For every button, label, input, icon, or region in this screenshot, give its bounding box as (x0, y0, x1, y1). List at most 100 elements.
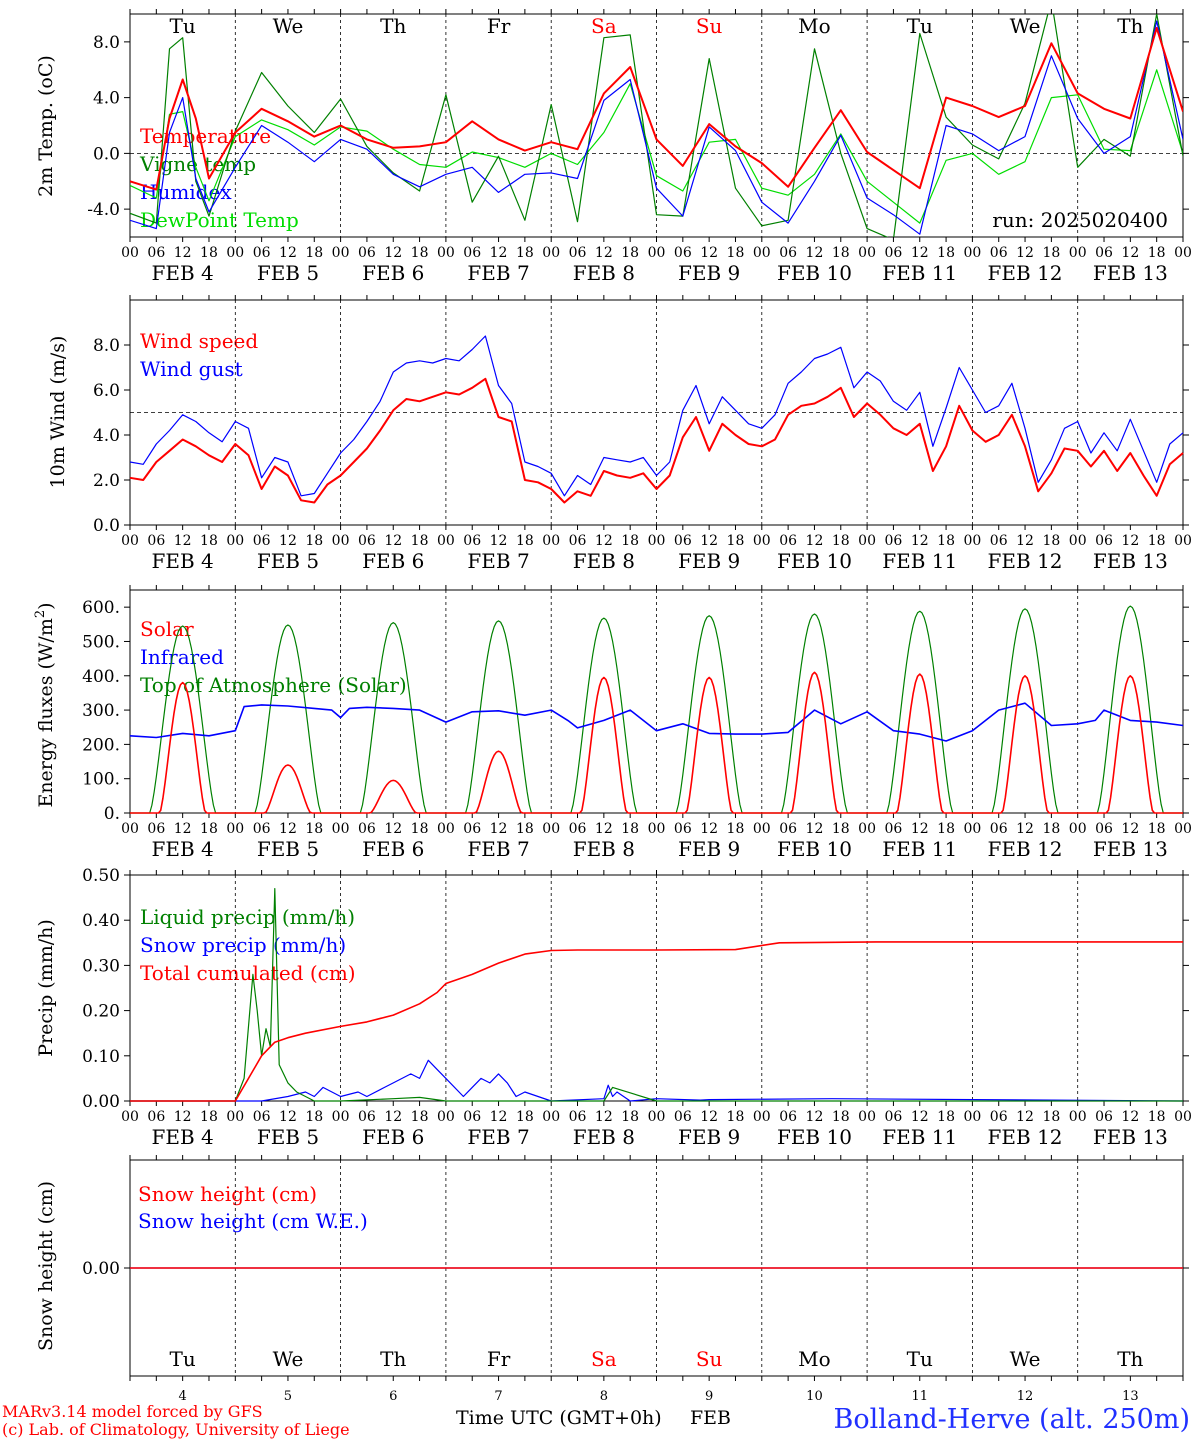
hour-tick-label: 12 (490, 533, 508, 549)
hour-tick-label: 18 (200, 245, 218, 261)
hour-tick-label: 18 (516, 533, 534, 549)
hour-tick-label: 18 (937, 533, 955, 549)
hour-tick-label: 18 (1148, 821, 1166, 837)
hour-tick-label: 12 (806, 1109, 824, 1125)
hour-tick-label: 00 (963, 1109, 981, 1125)
hour-tick-label: 06 (358, 245, 376, 261)
legend-snow-height: Snow height (cm) (138, 1182, 317, 1206)
hour-tick-label: 06 (1095, 245, 1113, 261)
weekday-label: Tu (170, 14, 196, 38)
hour-tick-label: 00 (542, 1109, 560, 1125)
weekday-label: Su (696, 1347, 723, 1371)
hour-tick-label: 12 (595, 821, 613, 837)
day-number-label: 8 (600, 1389, 608, 1404)
hour-tick-label: 06 (885, 533, 903, 549)
date-label: FEB 6 (362, 1125, 424, 1149)
hour-tick-label: 00 (332, 533, 350, 549)
hour-tick-label: 12 (1121, 245, 1139, 261)
y-tick-label: 200. (82, 735, 120, 755)
hour-tick-label: 18 (727, 533, 745, 549)
date-label: FEB 6 (362, 837, 424, 861)
date-label: FEB 12 (988, 1125, 1063, 1149)
date-label: FEB 7 (467, 1125, 529, 1149)
hour-tick-label: 06 (885, 821, 903, 837)
y-tick-label: 0.30 (82, 956, 120, 976)
hour-tick-label: 12 (595, 1109, 613, 1125)
date-label: FEB 10 (777, 837, 852, 861)
hour-tick-label: 12 (1016, 245, 1034, 261)
hour-tick-label: 18 (832, 245, 850, 261)
hour-tick-label: 12 (700, 245, 718, 261)
hour-tick-label: 00 (542, 533, 560, 549)
date-label: FEB 7 (467, 837, 529, 861)
hour-tick-label: 06 (358, 821, 376, 837)
hour-tick-label: 18 (305, 245, 323, 261)
hour-tick-label: 12 (384, 533, 402, 549)
hour-tick-label: 06 (569, 533, 587, 549)
hour-tick-label: 18 (1042, 533, 1060, 549)
liquid-precip-line (130, 887, 1183, 1102)
date-label: FEB 6 (362, 261, 424, 285)
day-number-label: 12 (1017, 1389, 1034, 1404)
hour-tick-label: 12 (1016, 533, 1034, 549)
hour-tick-label: 06 (674, 1109, 692, 1125)
hour-tick-label: 00 (226, 821, 244, 837)
temperature-line (130, 26, 1183, 191)
footer: MARv3.14 model forced by GFS (c) Lab. of… (2, 1402, 1190, 1439)
hour-tick-label: 00 (648, 821, 666, 837)
hour-tick-label: 18 (411, 533, 429, 549)
hour-tick-label: 00 (121, 245, 139, 261)
hour-tick-label: 06 (463, 1109, 481, 1125)
hour-tick-label: 12 (700, 821, 718, 837)
hour-tick-label: 12 (174, 533, 192, 549)
hour-tick-label: 00 (1069, 533, 1087, 549)
hour-tick-label: 00 (542, 821, 560, 837)
hour-tick-label: 06 (253, 245, 271, 261)
date-label: FEB 7 (467, 549, 529, 573)
hour-tick-label: 18 (411, 245, 429, 261)
hour-tick-label: 18 (621, 533, 639, 549)
hour-tick-label: 06 (253, 533, 271, 549)
hour-tick-label: 12 (700, 533, 718, 549)
date-label: FEB 9 (678, 1125, 740, 1149)
date-label: FEB 5 (257, 837, 319, 861)
date-label: FEB 12 (988, 261, 1063, 285)
date-label: FEB 11 (882, 549, 957, 573)
hour-tick-label: 00 (226, 533, 244, 549)
hour-tick-label: 00 (121, 533, 139, 549)
hour-tick-label: 12 (384, 1109, 402, 1125)
model-credit: MARv3.14 model forced by GFS (2, 1402, 263, 1421)
legend-infrared: Infrared (140, 645, 224, 669)
hour-tick-label: 06 (147, 533, 165, 549)
y-tick-label: 0. (104, 804, 120, 824)
day-number-label: 4 (179, 1389, 187, 1404)
y-tick-label: 2.0 (93, 471, 120, 491)
date-label: FEB 5 (257, 549, 319, 573)
lab-credit: (c) Lab. of Climatology, University of L… (2, 1420, 350, 1439)
weekday-label: Mo (798, 1347, 831, 1371)
hour-tick-label: 12 (490, 245, 508, 261)
hour-tick-label: 00 (648, 245, 666, 261)
hour-tick-label: 12 (279, 821, 297, 837)
weekday-label: Tu (170, 1347, 196, 1371)
date-label: FEB 6 (362, 549, 424, 573)
snow-panel: Snow height (cm) Snow height (cm) Snow h… (35, 1155, 1189, 1404)
date-label: FEB 10 (777, 261, 852, 285)
hour-tick-label: 00 (332, 821, 350, 837)
hour-tick-label: 12 (174, 821, 192, 837)
temperature-ylabel: 2m Temp. (oC) (35, 55, 57, 197)
time-xlabel: Time UTC (GMT+0h) (456, 1407, 662, 1429)
hour-tick-label: 06 (463, 533, 481, 549)
date-label: FEB 13 (1093, 1125, 1168, 1149)
hour-tick-label: 06 (253, 821, 271, 837)
y-tick-label: 8.0 (93, 336, 120, 356)
hour-tick-label: 18 (727, 1109, 745, 1125)
hour-tick-label: 06 (147, 245, 165, 261)
wind-panel: 10m Wind (m/s) Wind speed Wind gust 0.0 2… (47, 295, 1192, 573)
weekday-label: Th (1117, 14, 1143, 38)
hour-tick-label: 12 (279, 1109, 297, 1125)
hour-tick-label: 06 (463, 245, 481, 261)
hour-tick-label: 06 (674, 533, 692, 549)
hour-tick-label: 06 (147, 1109, 165, 1125)
